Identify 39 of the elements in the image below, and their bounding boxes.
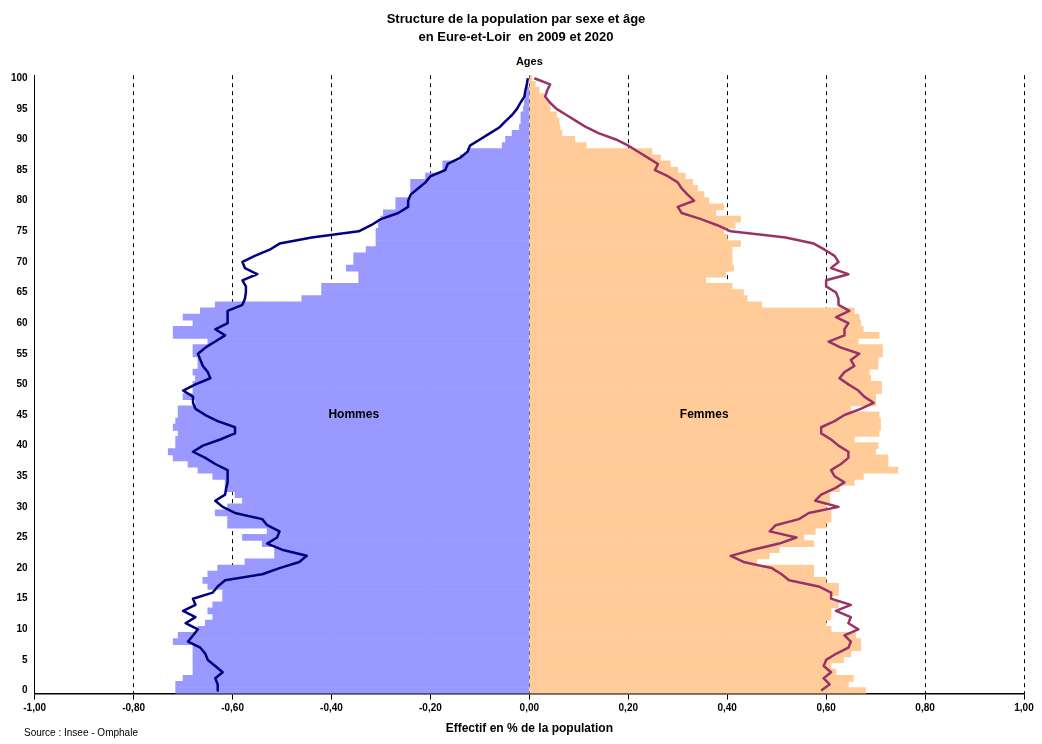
x-axis-title: Effectif en % de la population bbox=[445, 721, 614, 736]
y-tick-label: 90 bbox=[16, 133, 29, 145]
y-tick-label: 50 bbox=[16, 378, 29, 390]
chart-subtitle: en Eure-et-Loir en 2009 et 2020 bbox=[418, 28, 614, 44]
x-tick-label: 1,00 bbox=[1014, 702, 1035, 714]
y-tick-label: 25 bbox=[16, 531, 29, 543]
x-tick-label: -1,00 bbox=[23, 702, 47, 714]
series-label: Hommes bbox=[328, 407, 380, 422]
y-tick-label: 60 bbox=[16, 316, 29, 328]
x-tick-label: -0,40 bbox=[320, 702, 344, 714]
y-tick-label: 45 bbox=[16, 408, 29, 420]
x-tick-label: -0,60 bbox=[221, 702, 245, 714]
y-tick-label: 0 bbox=[22, 684, 29, 696]
series-label: Femmes bbox=[679, 407, 729, 422]
y-tick-label: 30 bbox=[16, 500, 29, 512]
y-tick-label: 55 bbox=[16, 347, 29, 359]
y-tick-label: 80 bbox=[16, 194, 29, 206]
x-tick-label: -0,20 bbox=[419, 702, 443, 714]
x-tick-label: 0,60 bbox=[816, 702, 837, 714]
x-tick-label: 0,40 bbox=[717, 702, 738, 714]
x-tick-label: 0,80 bbox=[915, 702, 936, 714]
y-tick-label: 85 bbox=[16, 163, 29, 175]
x-tick-label: 0,20 bbox=[618, 702, 639, 714]
source-note: Source : Insee - Omphale bbox=[24, 726, 139, 738]
y-tick-label: 100 bbox=[11, 72, 29, 84]
chart-title: Structure de la population par sexe et âge bbox=[386, 11, 646, 27]
y-tick-label: 75 bbox=[16, 225, 29, 237]
y-tick-label: 15 bbox=[16, 592, 29, 604]
y-tick-label: 35 bbox=[16, 469, 29, 481]
y-tick-label: 95 bbox=[16, 102, 29, 114]
x-tick-label: -0,80 bbox=[122, 702, 146, 714]
y-tick-label: 65 bbox=[16, 286, 29, 298]
y-tick-label: 70 bbox=[16, 255, 29, 267]
y-tick-label: 20 bbox=[16, 561, 29, 573]
y-tick-label: 10 bbox=[16, 623, 29, 635]
y-tick-label: 5 bbox=[22, 653, 29, 665]
y-tick-label: 40 bbox=[16, 439, 29, 451]
x-tick-label: 0,00 bbox=[519, 702, 540, 714]
y-axis-title: Ages bbox=[515, 54, 543, 67]
